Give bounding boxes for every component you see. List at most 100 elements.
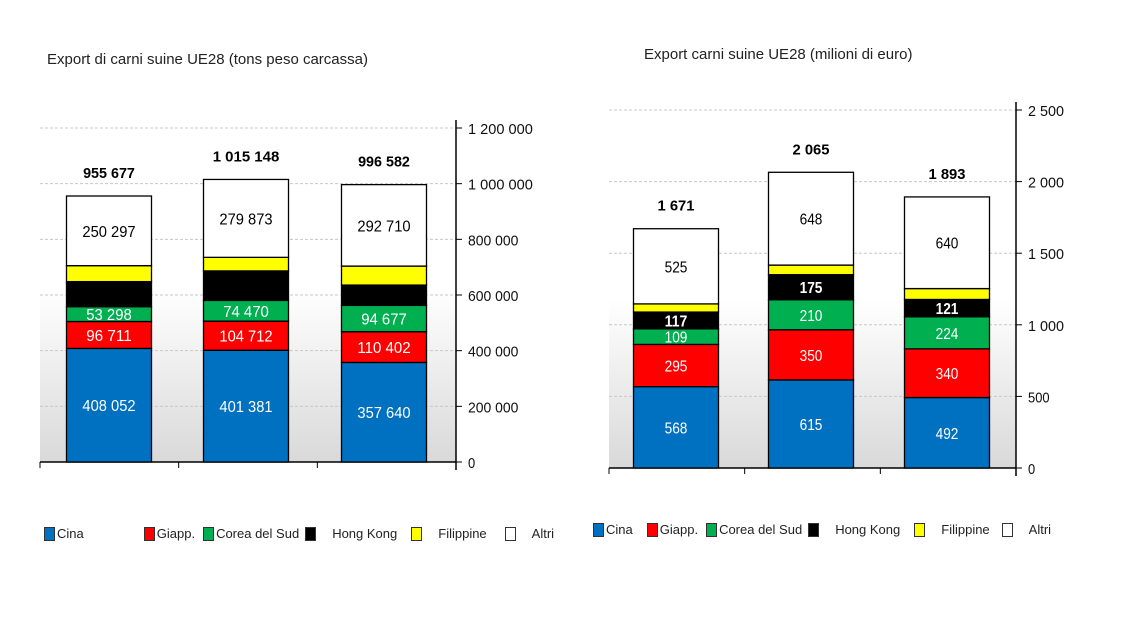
data-label: 210 — [800, 308, 823, 325]
data-label: 357 640 — [357, 405, 410, 422]
bar-segment-altri — [65, 195, 153, 267]
bar-segment-filippine — [632, 303, 720, 313]
legend-swatch — [411, 526, 423, 541]
bar-segment-altri — [767, 171, 855, 266]
legend-item: Corea del Sud — [203, 526, 299, 541]
data-label: 94 677 — [361, 312, 407, 329]
y-tick-label: 1 500 — [1028, 246, 1064, 263]
bar-segment-altri — [632, 228, 720, 305]
bar-segment-filippine — [903, 287, 991, 301]
data-label: 110 402 — [357, 340, 410, 357]
legend-item: Corea del Sud — [706, 522, 802, 537]
data-label: 74 470 — [223, 304, 269, 321]
chart-title-value: Export carni suine UE28 (milioni di euro… — [644, 46, 913, 63]
total-label: 996 582 — [358, 154, 410, 171]
legend-item: Cina — [44, 526, 84, 541]
data-label: 492 — [936, 426, 959, 443]
legend-item: Hong Kong — [808, 522, 900, 537]
data-label: 401 381 — [219, 399, 272, 416]
data-label: 295 — [665, 359, 688, 376]
y-tick-label: 0 — [1028, 461, 1035, 478]
bar-segment-cina — [340, 361, 428, 463]
legend-swatch — [593, 522, 604, 537]
bar-segment-hong-kong — [65, 280, 153, 308]
legend-swatch — [914, 522, 926, 537]
legend-label: Corea del Sud — [216, 526, 300, 541]
legend-item: Giapp. — [646, 522, 699, 537]
y-tick-label: 600 000 — [468, 288, 518, 305]
bar-segment-giapp- — [65, 320, 153, 350]
legend-item: Giapp. — [143, 526, 196, 541]
data-label: 292 710 — [357, 218, 410, 235]
legend-item: Filippine — [411, 526, 487, 541]
legend-item: Hong Kong — [305, 526, 397, 541]
legend-label: Hong Kong — [332, 526, 398, 541]
legend-label: Filippine — [941, 522, 990, 537]
data-label: 175 — [800, 280, 823, 297]
chart-title-volume: Export di carni suine UE28 (tons peso ca… — [47, 51, 368, 68]
bar-segment-giapp- — [632, 343, 720, 388]
y-tick-label: 1 000 000 — [468, 177, 533, 194]
legend-label: Cina — [606, 522, 633, 537]
bar-segment-cina — [903, 396, 991, 469]
legend-label: Cina — [57, 526, 84, 541]
data-label: 648 — [800, 212, 823, 229]
bar-segment-corea-del-sud — [903, 316, 991, 350]
bar-segment-hong-kong — [202, 270, 290, 302]
total-label: 1 015 148 — [213, 148, 280, 165]
legend-item: Altri — [1001, 522, 1051, 537]
legend-label: Hong Kong — [835, 522, 901, 537]
legend-item: Altri — [504, 526, 555, 541]
legend-volume: Cina Giapp. Corea del Sud Hong Kong Filippin… — [44, 526, 554, 541]
bar-segment-corea-del-sud — [767, 299, 855, 331]
legend-swatch — [143, 526, 155, 541]
legend-label: Giapp. — [659, 522, 699, 537]
data-label: 53 298 — [86, 307, 132, 324]
data-label: 224 — [936, 326, 959, 343]
bar-segment-giapp- — [903, 348, 991, 399]
total-label: 1 671 — [658, 198, 695, 215]
bar-segment-filippine — [767, 264, 855, 276]
legend-swatch — [305, 526, 317, 541]
total-label: 1 893 — [929, 166, 966, 183]
legend-value: Cina Giapp. Corea del Sud Hong Kong Filippin… — [593, 522, 1051, 537]
legend-item: Cina — [593, 522, 633, 537]
bar-segment-giapp- — [340, 331, 428, 364]
y-tick-label: 2 000 — [1028, 175, 1064, 192]
y-tick-label: 0 — [468, 455, 475, 472]
data-label: 117 — [665, 313, 688, 330]
legend-swatch — [44, 526, 55, 541]
y-tick-label: 1 000 — [1028, 318, 1064, 335]
total-label: 2 065 — [793, 141, 830, 158]
y-tick-label: 500 — [1028, 389, 1050, 406]
bar-segment-giapp- — [767, 329, 855, 381]
bar-segment-altri — [903, 196, 991, 290]
data-label: 279 873 — [219, 211, 272, 228]
legend-label: Corea del Sud — [719, 522, 803, 537]
legend-label: Giapp. — [156, 526, 196, 541]
data-label: 408 052 — [82, 398, 135, 415]
y-tick-label: 400 000 — [468, 344, 518, 361]
legend-swatch — [646, 522, 658, 537]
data-label: 104 712 — [219, 329, 272, 346]
y-tick-label: 2 500 — [1028, 103, 1064, 120]
data-label: 340 — [936, 366, 959, 383]
data-label: 350 — [800, 348, 823, 365]
bar-segment-altri — [340, 183, 428, 267]
data-label: 121 — [936, 301, 959, 318]
data-label: 109 — [665, 330, 688, 347]
legend-item: Filippine — [914, 522, 990, 537]
data-label: 250 297 — [82, 224, 135, 241]
bar-segment-cina — [767, 379, 855, 469]
bar-segment-giapp- — [202, 320, 290, 351]
legend-label: Altri — [531, 526, 555, 541]
data-label: 568 — [665, 420, 688, 437]
legend-swatch — [504, 526, 516, 541]
data-label: 615 — [800, 417, 823, 434]
data-label: 640 — [936, 236, 959, 253]
data-label: 525 — [665, 259, 688, 276]
legend-swatch — [203, 526, 215, 541]
legend-swatch — [808, 522, 820, 537]
